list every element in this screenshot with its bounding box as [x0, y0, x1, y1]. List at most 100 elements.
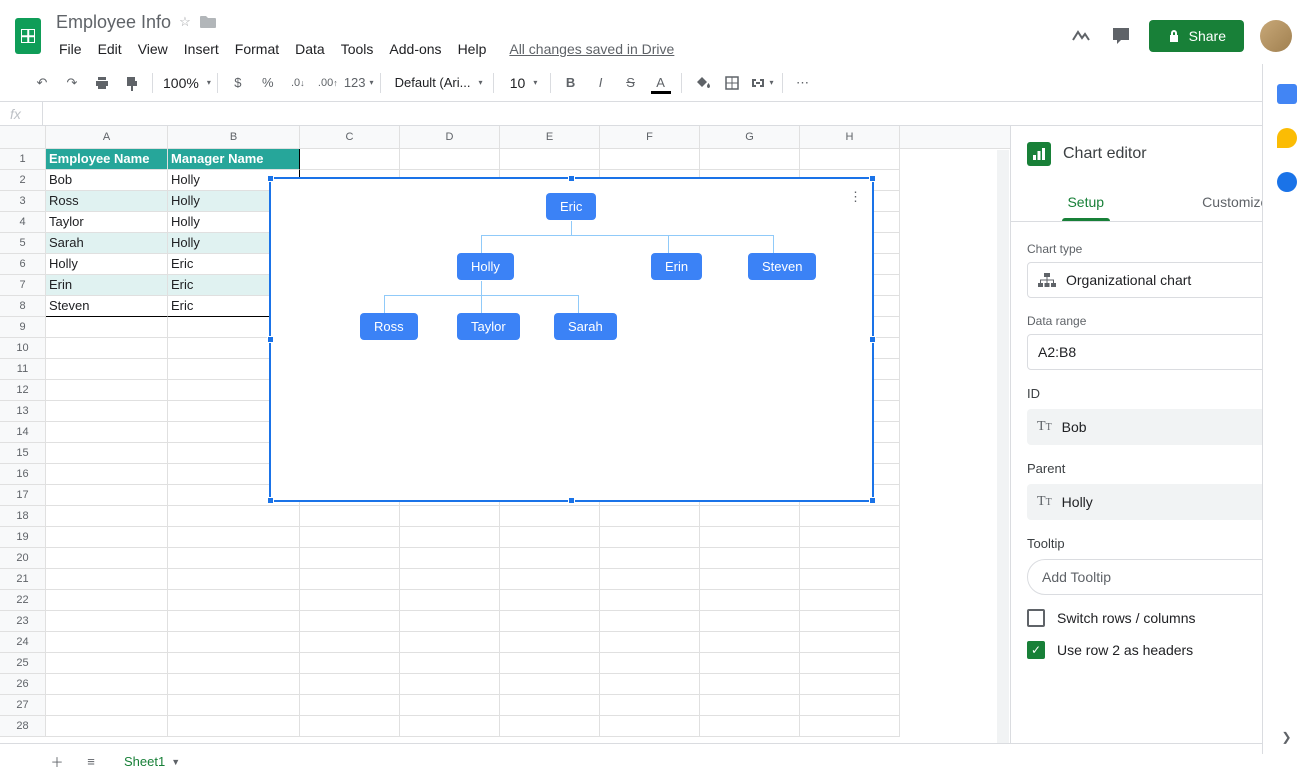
switch-rows-checkbox[interactable]: [1027, 609, 1045, 627]
cell[interactable]: [300, 569, 400, 590]
cell[interactable]: [300, 674, 400, 695]
fill-color-button[interactable]: [688, 70, 716, 96]
cell[interactable]: [168, 569, 300, 590]
cell[interactable]: [500, 716, 600, 737]
cell[interactable]: [46, 653, 168, 674]
select-all-cell[interactable]: [0, 126, 46, 148]
org-node[interactable]: Eric: [546, 193, 596, 220]
cell[interactable]: [500, 611, 600, 632]
menu-file[interactable]: File: [52, 37, 89, 61]
cell[interactable]: [400, 506, 500, 527]
undo-button[interactable]: ↶: [28, 70, 56, 96]
menu-data[interactable]: Data: [288, 37, 332, 61]
cell[interactable]: Manager Name: [168, 149, 300, 170]
cell[interactable]: [500, 590, 600, 611]
row-header[interactable]: 4: [0, 212, 45, 233]
cell[interactable]: [46, 611, 168, 632]
cell[interactable]: [400, 716, 500, 737]
menu-addons[interactable]: Add-ons: [382, 37, 448, 61]
cell[interactable]: [168, 548, 300, 569]
cell[interactable]: [400, 653, 500, 674]
cell[interactable]: [700, 149, 800, 170]
row-header[interactable]: 12: [0, 380, 45, 401]
doc-title[interactable]: Employee Info: [56, 12, 171, 33]
menu-edit[interactable]: Edit: [91, 37, 129, 61]
borders-button[interactable]: [718, 70, 746, 96]
more-button[interactable]: ⋯: [789, 70, 817, 96]
cell[interactable]: [46, 401, 168, 422]
cell[interactable]: [700, 548, 800, 569]
row-header[interactable]: 15: [0, 443, 45, 464]
cell[interactable]: [600, 653, 700, 674]
text-color-button[interactable]: A: [647, 70, 675, 96]
cell[interactable]: [800, 506, 900, 527]
column-header[interactable]: D: [400, 126, 500, 148]
row-header[interactable]: 1: [0, 149, 45, 170]
data-range-input[interactable]: A2:B8: [1027, 334, 1294, 370]
cell[interactable]: [46, 527, 168, 548]
vertical-scrollbar[interactable]: [997, 150, 1009, 743]
cell[interactable]: [300, 506, 400, 527]
cell[interactable]: [168, 695, 300, 716]
currency-button[interactable]: $: [224, 70, 252, 96]
cell[interactable]: [46, 443, 168, 464]
cell[interactable]: [46, 338, 168, 359]
column-header[interactable]: C: [300, 126, 400, 148]
column-header[interactable]: G: [700, 126, 800, 148]
all-sheets-button[interactable]: ≡: [76, 747, 106, 777]
menu-insert[interactable]: Insert: [177, 37, 226, 61]
keep-icon[interactable]: [1277, 128, 1297, 148]
cell[interactable]: [300, 548, 400, 569]
cell[interactable]: [600, 611, 700, 632]
redo-button[interactable]: ↷: [58, 70, 86, 96]
cell[interactable]: [46, 695, 168, 716]
row-header[interactable]: 13: [0, 401, 45, 422]
cell[interactable]: [46, 590, 168, 611]
org-node[interactable]: Taylor: [457, 313, 520, 340]
formula-input[interactable]: [43, 106, 1310, 121]
cell[interactable]: [300, 611, 400, 632]
row-header[interactable]: 16: [0, 464, 45, 485]
print-button[interactable]: [88, 70, 116, 96]
org-node[interactable]: Sarah: [554, 313, 617, 340]
row-header[interactable]: 27: [0, 695, 45, 716]
cell[interactable]: [600, 590, 700, 611]
cell[interactable]: [46, 569, 168, 590]
add-tooltip-button[interactable]: Add Tooltip: [1027, 559, 1294, 595]
cell[interactable]: [46, 485, 168, 506]
font-select[interactable]: Default (Ari...: [387, 70, 487, 96]
id-chip[interactable]: TT Bob ⋮: [1027, 409, 1294, 445]
cell[interactable]: [300, 632, 400, 653]
activity-icon[interactable]: [1069, 24, 1093, 48]
cell[interactable]: Holly: [46, 254, 168, 275]
row-header[interactable]: 10: [0, 338, 45, 359]
column-header[interactable]: F: [600, 126, 700, 148]
org-node[interactable]: Erin: [651, 253, 702, 280]
cell[interactable]: [700, 506, 800, 527]
chevron-down-icon[interactable]: ▼: [171, 757, 180, 767]
cell[interactable]: [300, 695, 400, 716]
cell[interactable]: Sarah: [46, 233, 168, 254]
cell[interactable]: [700, 653, 800, 674]
star-icon[interactable]: ☆: [179, 14, 191, 30]
cell[interactable]: [400, 632, 500, 653]
cell[interactable]: [300, 716, 400, 737]
column-header[interactable]: B: [168, 126, 300, 148]
cell[interactable]: [46, 317, 168, 338]
cell[interactable]: [800, 527, 900, 548]
cell[interactable]: [400, 590, 500, 611]
number-format-select[interactable]: 123: [344, 70, 374, 96]
row-header[interactable]: 5: [0, 233, 45, 254]
cell[interactable]: [46, 632, 168, 653]
cell[interactable]: [600, 149, 700, 170]
cell[interactable]: [500, 527, 600, 548]
add-sheet-button[interactable]: ＋: [42, 747, 72, 777]
paint-format-button[interactable]: [118, 70, 146, 96]
row-header[interactable]: 23: [0, 611, 45, 632]
cell[interactable]: [800, 569, 900, 590]
sheets-logo[interactable]: [8, 16, 48, 56]
row-header[interactable]: 9: [0, 317, 45, 338]
cell[interactable]: [600, 506, 700, 527]
cell[interactable]: [700, 716, 800, 737]
cell[interactable]: [500, 506, 600, 527]
